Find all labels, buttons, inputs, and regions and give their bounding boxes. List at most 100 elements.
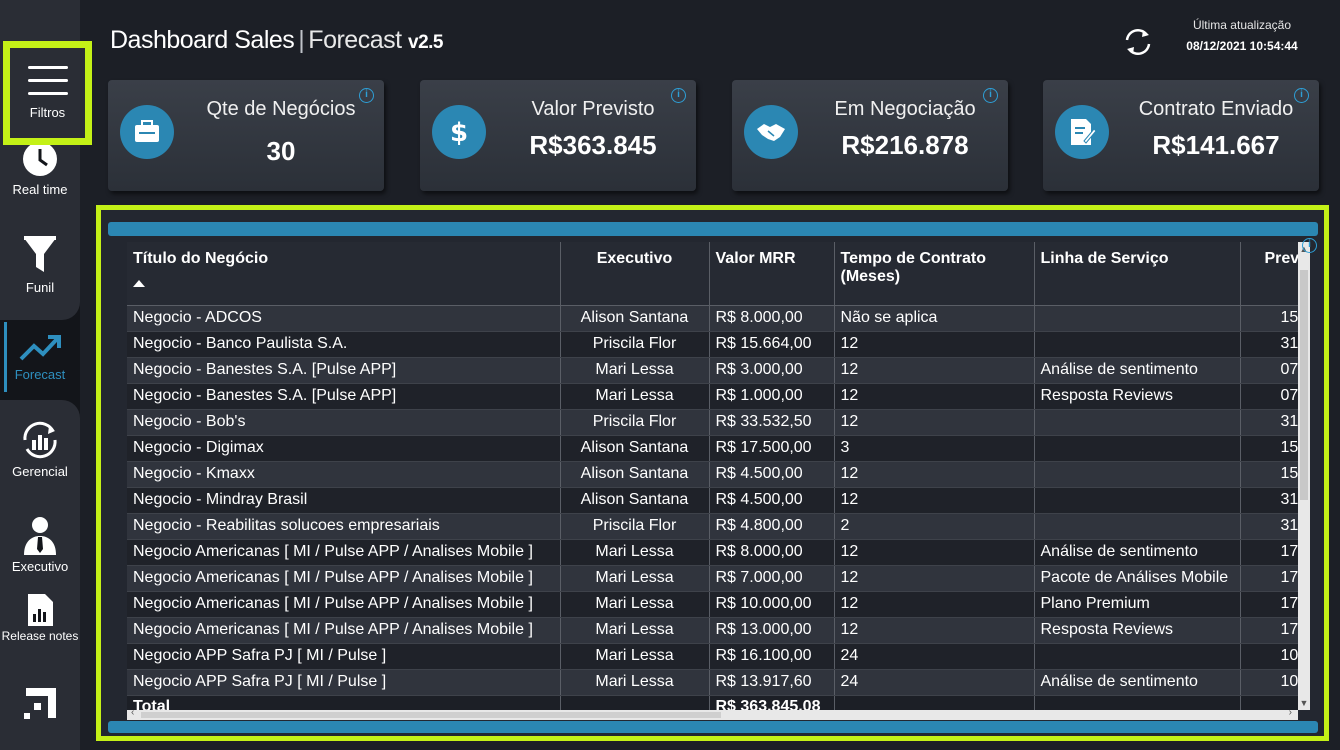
- svg-text:$: $: [450, 118, 468, 147]
- cell-title: Negocio Americanas [ MI / Pulse APP / An…: [127, 617, 561, 644]
- scroll-right-icon[interactable]: ›: [1288, 707, 1292, 718]
- table-row[interactable]: Negocio - Mindray Brasil Alison Santana R$…: [127, 487, 1300, 514]
- cell-executive: Mari Lessa: [560, 565, 710, 592]
- handshake-icon: [744, 105, 798, 159]
- trend-up-icon: [19, 335, 61, 361]
- info-icon[interactable]: i: [359, 88, 374, 103]
- cell-contract-term: 12: [834, 331, 1035, 358]
- cell-mrr: R$ 4.800,00: [709, 513, 835, 540]
- table-row[interactable]: Negocio - Banco Paulista S.A. Priscila Fl…: [127, 331, 1300, 358]
- total-label: Total: [127, 694, 561, 710]
- total-value: R$ 363.845,08: [709, 694, 835, 710]
- table-row[interactable]: Negocio - ADCOS Alison Santana R$ 8.000,00…: [127, 305, 1300, 332]
- scroll-left-icon[interactable]: ‹: [131, 707, 135, 718]
- sidebar-item-label: Executivo: [11, 559, 69, 574]
- kpi-card-negotiation: i Em Negociação R$216.878: [732, 80, 1008, 191]
- info-icon[interactable]: i: [983, 88, 998, 103]
- hamburger-icon: [27, 66, 68, 95]
- cell-executive: Alison Santana: [560, 305, 710, 332]
- title-separator: |: [298, 26, 305, 54]
- kpi-label: Contrato Enviado: [1138, 98, 1294, 120]
- cell-title: Negocio Americanas [ MI / Pulse APP / An…: [127, 539, 561, 566]
- sidebar-item-release-notes[interactable]: Release notes: [0, 594, 80, 645]
- total-empty-cell: [1034, 694, 1241, 710]
- info-icon[interactable]: i: [1294, 88, 1309, 103]
- info-icon[interactable]: i: [671, 88, 686, 103]
- table-row[interactable]: Negocio - Kmaxx Alison Santana R$ 4.500,00…: [127, 461, 1300, 488]
- cell-forecast-date: 15/12: [1240, 305, 1300, 332]
- table-row[interactable]: Negocio Americanas [ MI / Pulse APP / An…: [127, 591, 1300, 618]
- scroll-down-icon[interactable]: ▼: [1299, 698, 1309, 708]
- cell-service-line: Resposta Reviews: [1034, 383, 1241, 410]
- panel-top-bar: [108, 222, 1318, 236]
- active-indicator: [4, 322, 7, 392]
- scrollbar-thumb[interactable]: [141, 712, 721, 718]
- cell-executive: Mari Lessa: [560, 591, 710, 618]
- cell-contract-term: 12: [834, 617, 1035, 644]
- kpi-value: R$216.878: [841, 130, 969, 160]
- column-header-service-line[interactable]: Linha de Serviço: [1034, 242, 1241, 306]
- cell-service-line: Plano Premium: [1034, 591, 1241, 618]
- cell-executive: Mari Lessa: [560, 617, 710, 644]
- cell-mrr: R$ 8.000,00: [709, 539, 835, 566]
- sidebar-item-forecast[interactable]: Forecast: [0, 333, 80, 382]
- cell-contract-term: 2: [834, 513, 1035, 540]
- cell-forecast-date: 10/12: [1240, 669, 1300, 696]
- cell-executive: Mari Lessa: [560, 357, 710, 384]
- column-header-contract-term[interactable]: Tempo de Contrato (Meses): [834, 242, 1035, 306]
- cell-mrr: R$ 33.532,50: [709, 409, 835, 436]
- cell-forecast-date: 07/12: [1240, 357, 1300, 384]
- column-header-forecast-date[interactable]: Prev: [1240, 242, 1300, 306]
- deals-table-panel: i Título do Negócio Executivo Valor MRR …: [96, 205, 1329, 741]
- table-row[interactable]: Negocio - Bob's Priscila Flor R$ 33.532,50…: [127, 409, 1300, 436]
- table-header-row: Título do Negócio Executivo Valor MRR Te…: [127, 242, 1300, 306]
- column-header-mrr[interactable]: Valor MRR: [709, 242, 835, 306]
- info-icon[interactable]: i: [1302, 238, 1317, 253]
- title-main: Dashboard Sales: [110, 26, 295, 54]
- contract-icon: [1055, 105, 1109, 159]
- sidebar-item-real-time[interactable]: Real time: [0, 140, 80, 197]
- sidebar-item-executivo[interactable]: Executivo: [0, 515, 80, 574]
- sidebar-item-label: Funil: [25, 280, 55, 295]
- filters-button[interactable]: Filtros: [3, 41, 92, 145]
- column-header-title[interactable]: Título do Negócio: [127, 242, 561, 306]
- sidebar-item-gerencial[interactable]: Gerencial: [0, 420, 80, 479]
- scrollbar-thumb[interactable]: [1300, 270, 1308, 500]
- refresh-icon[interactable]: [1122, 26, 1154, 58]
- table-row[interactable]: Negocio - Reabilitas solucoes empresaria…: [127, 513, 1300, 540]
- kpi-card-contract-sent: i Contrato Enviado R$141.667: [1043, 80, 1319, 191]
- cell-mrr: R$ 16.100,00: [709, 643, 835, 670]
- sidebar-item-logo[interactable]: [0, 686, 80, 720]
- cell-contract-term: 24: [834, 643, 1035, 670]
- cell-mrr: R$ 13.917,60: [709, 669, 835, 696]
- cell-mrr: R$ 3.000,00: [709, 357, 835, 384]
- table-row[interactable]: Negocio - Banestes S.A. [Pulse APP] Mari …: [127, 383, 1300, 410]
- cell-forecast-date: 31/12: [1240, 331, 1300, 358]
- cell-service-line: [1034, 487, 1241, 514]
- cell-mrr: R$ 8.000,00: [709, 305, 835, 332]
- cell-service-line: [1034, 409, 1241, 436]
- cell-mrr: R$ 17.500,00: [709, 435, 835, 462]
- horizontal-scrollbar[interactable]: ‹ ›: [127, 707, 1298, 720]
- sort-ascending-icon[interactable]: [133, 280, 145, 287]
- table-row[interactable]: Negocio Americanas [ MI / Pulse APP / An…: [127, 617, 1300, 644]
- total-empty-cell: [834, 694, 1035, 710]
- table-row[interactable]: Negocio APP Safra PJ [ MI / Pulse ] Mari …: [127, 669, 1300, 696]
- last-update: Última atualização 08/12/2021 10:54:44: [1170, 18, 1314, 53]
- cell-title: Negocio - Banestes S.A. [Pulse APP]: [127, 357, 561, 384]
- cell-executive: Priscila Flor: [560, 331, 710, 358]
- vertical-scrollbar[interactable]: ▲ ▼: [1298, 242, 1310, 710]
- table-row[interactable]: Negocio Americanas [ MI / Pulse APP / An…: [127, 565, 1300, 592]
- column-header-executive[interactable]: Executivo: [560, 242, 710, 306]
- table-row[interactable]: Negocio - Digimax Alison Santana R$ 17.500…: [127, 435, 1300, 462]
- deals-table[interactable]: Título do Negócio Executivo Valor MRR Te…: [127, 242, 1300, 710]
- table-row[interactable]: Negocio - Banestes S.A. [Pulse APP] Mari …: [127, 357, 1300, 384]
- cell-forecast-date: 31/12: [1240, 409, 1300, 436]
- cell-executive: Mari Lessa: [560, 539, 710, 566]
- sidebar-item-funil[interactable]: Funil: [0, 236, 80, 295]
- table-total-row: Total R$ 363.845,08: [127, 694, 1300, 710]
- cell-executive: Mari Lessa: [560, 643, 710, 670]
- cell-service-line: [1034, 643, 1241, 670]
- table-row[interactable]: Negocio Americanas [ MI / Pulse APP / An…: [127, 539, 1300, 566]
- table-row[interactable]: Negocio APP Safra PJ [ MI / Pulse ] Mari …: [127, 643, 1300, 670]
